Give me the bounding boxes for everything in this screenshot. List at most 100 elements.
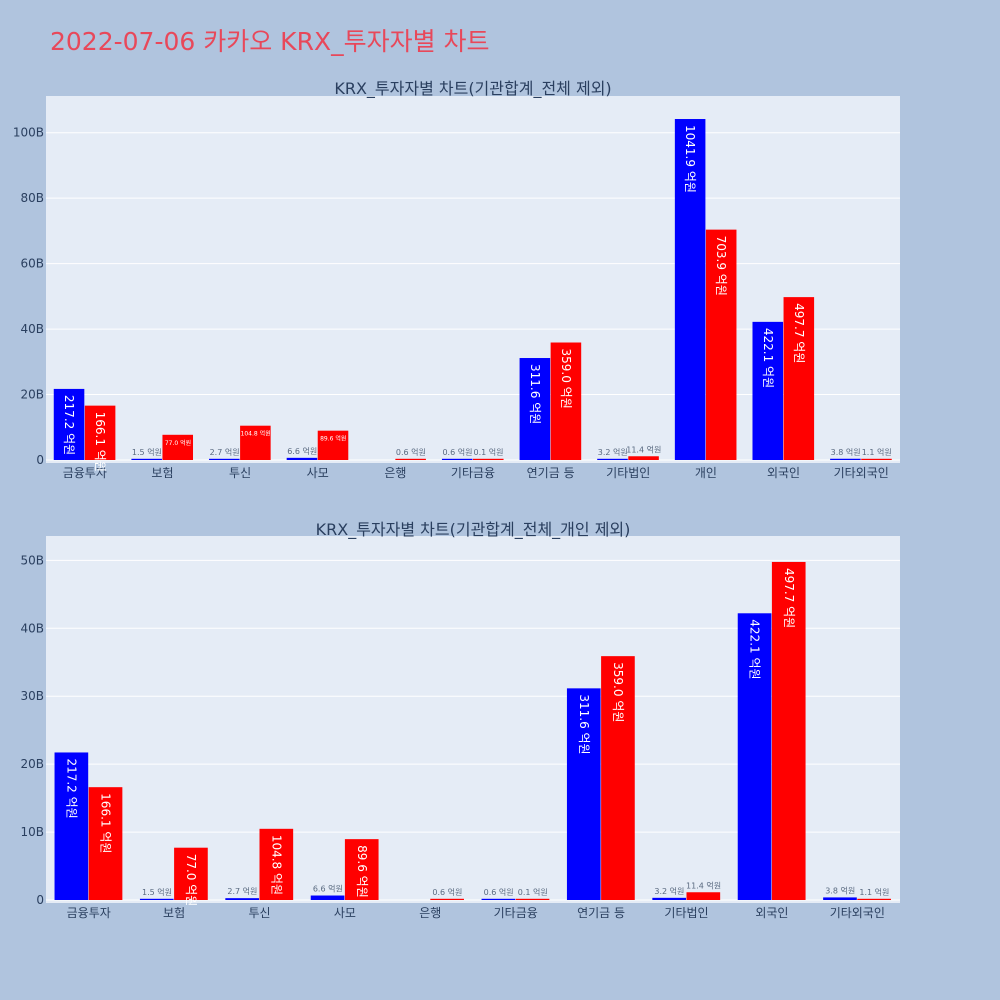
category-label: 기타금융 bbox=[494, 906, 538, 920]
bar-sell bbox=[783, 297, 815, 460]
bar-buy bbox=[652, 897, 686, 900]
category-label: 금융투자 bbox=[67, 906, 111, 920]
bar-sell bbox=[550, 342, 582, 460]
bar-sell bbox=[771, 561, 806, 900]
bar-buy bbox=[674, 119, 706, 461]
bar-data-label: 3.8 억원 bbox=[825, 885, 855, 895]
page-title: 2022-07-06 카카오 KRX_투자자별 차트 bbox=[50, 27, 490, 56]
bar-buy bbox=[481, 898, 516, 900]
bar-sell bbox=[88, 787, 123, 900]
category-label: 연기금 등 bbox=[577, 906, 625, 920]
bar-buy bbox=[53, 388, 85, 460]
bar-data-label: 104.8 억원 bbox=[241, 430, 271, 438]
bar-sell bbox=[686, 892, 721, 900]
bar-data-label: 6.6 억원 bbox=[313, 884, 343, 894]
bar-data-label: 217.2 억원 bbox=[62, 395, 76, 455]
bar-buy bbox=[54, 752, 89, 900]
bar-buy bbox=[519, 358, 551, 460]
y-tick-label: 100B bbox=[13, 126, 44, 140]
y-tick-label: 30B bbox=[20, 689, 44, 703]
y-tick-label: 20B bbox=[20, 388, 44, 402]
bar-data-label: 497.7 억원 bbox=[782, 568, 796, 628]
bar-buy bbox=[597, 458, 628, 460]
category-label: 은행 bbox=[384, 465, 406, 480]
bar-buy bbox=[566, 688, 601, 900]
y-tick-label: 0 bbox=[36, 893, 44, 907]
category-label: 연기금 등 bbox=[527, 466, 575, 480]
bar-buy bbox=[830, 458, 861, 460]
bar-data-label: 359.0 억원 bbox=[559, 349, 573, 409]
bar-data-label: 497.7 억원 bbox=[792, 303, 806, 363]
bar-data-label: 0.1 억원 bbox=[518, 887, 548, 897]
bar-sell bbox=[705, 229, 737, 460]
chart-subtitle: KRX_투자자별 차트(기관합계_전체 제외) bbox=[334, 79, 611, 99]
bar-data-label: 0.6 억원 bbox=[432, 887, 462, 897]
bar-data-label: 1.1 억원 bbox=[859, 887, 889, 897]
y-tick-label: 40B bbox=[20, 322, 44, 336]
bar-sell bbox=[344, 839, 379, 900]
bar-data-label: 422.1 억원 bbox=[761, 328, 775, 388]
bar-data-label: 77.0 억원 bbox=[165, 439, 191, 447]
bar-sell bbox=[162, 434, 194, 460]
category-label: 사모 bbox=[334, 906, 356, 920]
bar-data-label: 217.2 억원 bbox=[64, 758, 78, 818]
bar-data-label: 0.6 억원 bbox=[442, 447, 472, 457]
bar-sell bbox=[317, 430, 349, 460]
y-tick-label: 40B bbox=[20, 621, 44, 635]
bar-sell bbox=[861, 458, 892, 460]
bar-buy bbox=[131, 458, 162, 460]
bar-data-label: 1.1 억원 bbox=[862, 447, 892, 457]
y-tick-label: 50B bbox=[20, 553, 44, 567]
category-label: 보험 bbox=[163, 906, 185, 920]
bar-data-label: 1041.9 억원 bbox=[683, 125, 697, 193]
bar-sell bbox=[857, 898, 891, 900]
category-label: 기타법인 bbox=[606, 466, 650, 480]
bar-sell bbox=[473, 458, 504, 460]
bar-data-label: 0.6 억원 bbox=[396, 447, 426, 457]
bar-sell bbox=[84, 405, 116, 460]
category-label: 개인 bbox=[695, 466, 717, 480]
bar-data-label: 703.9 억원 bbox=[714, 236, 728, 296]
bar-sell bbox=[515, 898, 550, 900]
bar-buy bbox=[225, 898, 259, 900]
y-tick-label: 0 bbox=[36, 453, 44, 467]
y-tick-label: 60B bbox=[20, 257, 44, 271]
category-label: 기타외국인 bbox=[834, 466, 889, 480]
category-label: 기타법인 bbox=[664, 906, 708, 920]
bar-data-label: 0.6 억원 bbox=[484, 887, 514, 897]
y-tick-label: 20B bbox=[20, 757, 44, 771]
bar-buy bbox=[737, 613, 772, 900]
bar-sell bbox=[601, 656, 635, 900]
bar-data-label: 3.2 억원 bbox=[598, 447, 628, 457]
bar-data-label: 422.1 억원 bbox=[748, 619, 762, 679]
chart-subtitle: KRX_투자자별 차트(기관합계_전체_개인 제외) bbox=[316, 520, 631, 540]
category-label: 사모 bbox=[307, 466, 329, 480]
bar-data-label: 166.1 억원 bbox=[93, 412, 107, 472]
bar-data-label: 311.6 억원 bbox=[528, 364, 542, 424]
bar-buy bbox=[286, 457, 318, 460]
category-label: 금융투자 bbox=[63, 466, 107, 480]
bar-data-label: 0.1 억원 bbox=[474, 447, 504, 457]
y-tick-label: 10B bbox=[20, 825, 44, 839]
bar-data-label: 1.5 억원 bbox=[142, 887, 172, 897]
bar-sell bbox=[430, 898, 464, 900]
category-label: 보험 bbox=[151, 466, 173, 480]
bar-data-label: 2.7 억원 bbox=[210, 447, 240, 457]
bar-data-label: 77.0 억원 bbox=[184, 854, 198, 907]
bar-sell bbox=[395, 458, 426, 460]
bar-data-label: 11.4 억원 bbox=[686, 880, 721, 890]
category-label: 은행 bbox=[419, 905, 441, 920]
category-label: 투신 bbox=[229, 466, 251, 480]
bar-data-label: 1.5 억원 bbox=[132, 447, 162, 457]
category-label: 외국인 bbox=[755, 906, 788, 920]
bar-sell bbox=[240, 425, 271, 460]
bar-sell bbox=[259, 828, 294, 900]
bar-data-label: 6.6 억원 bbox=[287, 446, 317, 456]
bar-buy bbox=[310, 895, 345, 900]
bar-data-label: 311.6 억원 bbox=[577, 694, 591, 754]
category-label: 투신 bbox=[248, 906, 270, 920]
bar-buy bbox=[209, 458, 240, 460]
bar-data-label: 3.2 억원 bbox=[654, 886, 684, 896]
